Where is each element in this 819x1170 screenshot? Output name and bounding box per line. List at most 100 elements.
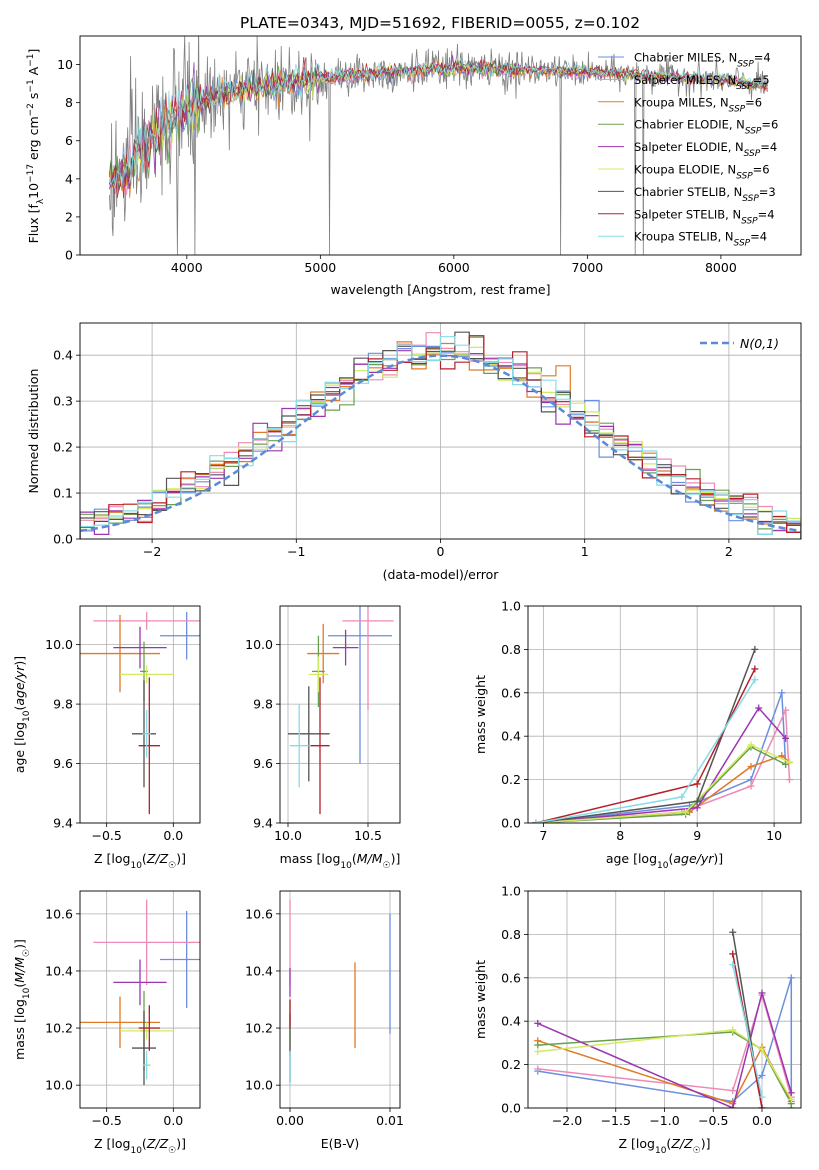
label-part: 10	[340, 861, 352, 871]
label-part: (data-model)/error	[383, 567, 500, 582]
age_vs_mass-xlabel: mass [log10(M/M☉)]	[280, 851, 401, 871]
y-tick-label: 10.4	[45, 963, 73, 978]
x-tick-label: 10	[766, 828, 782, 843]
axis-frame	[79, 35, 802, 256]
axis-frame-group: −0.5 0.010.010.210.410.6Z [log10(Z/Z☉)]ma…	[12, 890, 201, 1156]
label-part: =6	[753, 163, 770, 177]
y-tick-label: 8	[65, 95, 73, 110]
plot-area	[288, 606, 394, 815]
label-part: ]	[26, 49, 41, 54]
axis-frame-group: 4000 5000 6000 7000 8000 0 2 4 6 8 10 wavelength [A…	[26, 35, 802, 297]
mass_vs_Z-axes: −0.5 0.010.010.210.410.6Z [log10(Z/Z☉)]ma…	[12, 890, 201, 1156]
axis-frame	[279, 890, 401, 1109]
axis-frame-group: −2.0 −1.5 −1.0 −0.5 0.0 0.0 0.2 0.4 0.6 0.8 1.0 Z […	[473, 884, 802, 1156]
weight-line	[537, 1031, 792, 1105]
x-tick-label: −1.0	[649, 1113, 679, 1128]
x-tick-label: 10.0	[274, 828, 302, 843]
y-tick-label: 0.6	[501, 685, 521, 700]
y-tick-label: 1.0	[501, 884, 521, 899]
axis-frame-group: 10.0 10.5 9.4 9.6 9.8 10.0 mass [log10(M/M☉)]	[245, 605, 401, 871]
x-tick-label: 0	[437, 544, 445, 559]
label-part: SSP	[734, 239, 751, 249]
label-part: Chabrier STELIB, N	[634, 185, 742, 199]
x-tick-label: −0.5	[91, 828, 121, 843]
axis-frame-group: −2 −1 0 1 2 0.0 0.1 0.2 0.3 0.4 N(0,1) (data-model)…	[26, 322, 802, 582]
y-tick-label: 9.6	[53, 756, 73, 771]
y-tick-label: 0.4	[53, 348, 73, 363]
weight-line	[537, 992, 793, 1098]
axis-frame	[527, 605, 802, 824]
legend-entry: N(0,1)	[740, 336, 779, 351]
y-tick-label: 2	[65, 209, 73, 224]
plot-area	[109, 36, 768, 255]
label-part: =4	[750, 230, 767, 244]
y-tick-label: 0	[65, 248, 73, 263]
weight-line	[535, 692, 787, 823]
label-part: 10	[22, 987, 32, 999]
label-part: ☉	[168, 861, 176, 871]
spectrum-axes: 4000 5000 6000 7000 8000 0 2 4 6 8 10 wavelength [A…	[26, 35, 802, 297]
x-tick-label: −1	[287, 544, 305, 559]
label-part: 10	[22, 710, 32, 722]
figure-title: PLATE=0343, MJD=51692, FIBERID=0055, z=0…	[240, 14, 640, 32]
weight-line	[535, 679, 756, 823]
label-part: SSP	[736, 172, 753, 182]
y-tick-label: 0.2	[501, 772, 521, 787]
age_vs_Z-ylabel: age [log10(age/yr)]	[12, 656, 32, 773]
weight-line	[732, 964, 763, 1098]
x-tick-label: 7000	[571, 260, 603, 275]
y-tick-label: 9.8	[53, 697, 73, 712]
label-part: ☉	[383, 861, 391, 871]
weights_vs_age-ylabel: mass weight	[473, 675, 488, 754]
label-part: erg cm	[26, 116, 41, 164]
y-tick-label: 9.6	[253, 756, 273, 771]
label-part: M/M	[12, 957, 27, 983]
y-tick-label: 4	[65, 171, 73, 186]
y-tick-label: 0.0	[501, 1101, 521, 1116]
label-part: λ	[36, 198, 46, 204]
spectrum-data-line	[109, 36, 768, 255]
y-tick-label: 10.4	[245, 963, 273, 978]
axis-frame-group: 0.00 0.01 10.0 10.2 10.4 10.6 E(B-V)	[245, 890, 404, 1151]
label-part: SSP	[742, 194, 759, 204]
label-part: Salpeter STELIB, N	[634, 207, 741, 221]
x-tick-label: 9	[693, 828, 701, 843]
residual-histogram	[80, 331, 801, 539]
label-part: M/M	[357, 851, 383, 866]
label-part: (	[12, 983, 27, 988]
label-part: )]	[176, 851, 186, 866]
legend-entry: Salpeter ELODIE, NSSP=4	[634, 140, 777, 159]
y-tick-label: 9.8	[253, 697, 273, 712]
axis-frame	[527, 890, 802, 1109]
label-part: =4	[754, 51, 771, 65]
y-tick-label: 0.8	[501, 927, 521, 942]
y-tick-label: 0.3	[53, 394, 73, 409]
label-part: age [log	[12, 722, 27, 773]
x-tick-label: 6000	[438, 260, 470, 275]
label-part: =6	[761, 118, 778, 132]
label-part: Z/Z	[146, 851, 169, 866]
label-part: SSP	[737, 60, 754, 70]
label-part: 10	[130, 861, 142, 871]
label-part: wavelength [Angstrom, rest frame]	[330, 282, 550, 297]
label-part: mass weight	[473, 960, 488, 1039]
axis-frame	[79, 605, 201, 824]
label-part: Flux [f	[26, 204, 41, 244]
axis-frame	[79, 890, 201, 1109]
label-part: )]	[12, 656, 27, 666]
weight-line	[535, 668, 756, 823]
label-part: −2	[26, 103, 36, 116]
x-tick-label: 0.0	[163, 1113, 183, 1128]
spectrum-model-line	[109, 60, 768, 191]
y-tick-label: 10	[57, 57, 73, 72]
weight-line	[537, 1029, 792, 1100]
label-part: (	[12, 706, 27, 711]
y-tick-label: 10.2	[45, 1021, 73, 1036]
y-tick-label: 6	[65, 133, 73, 148]
normal-curve	[80, 354, 801, 533]
y-tick-label: 0.4	[501, 1014, 521, 1029]
axis-frame	[279, 605, 401, 824]
